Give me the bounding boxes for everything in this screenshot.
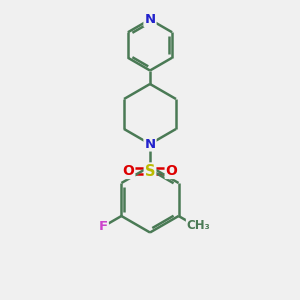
Text: F: F (99, 220, 108, 233)
Text: S: S (145, 164, 155, 178)
Text: N: N (144, 13, 156, 26)
Text: N: N (144, 137, 156, 151)
Text: O: O (166, 164, 178, 178)
Text: O: O (122, 164, 134, 178)
Text: CH₃: CH₃ (187, 219, 211, 232)
